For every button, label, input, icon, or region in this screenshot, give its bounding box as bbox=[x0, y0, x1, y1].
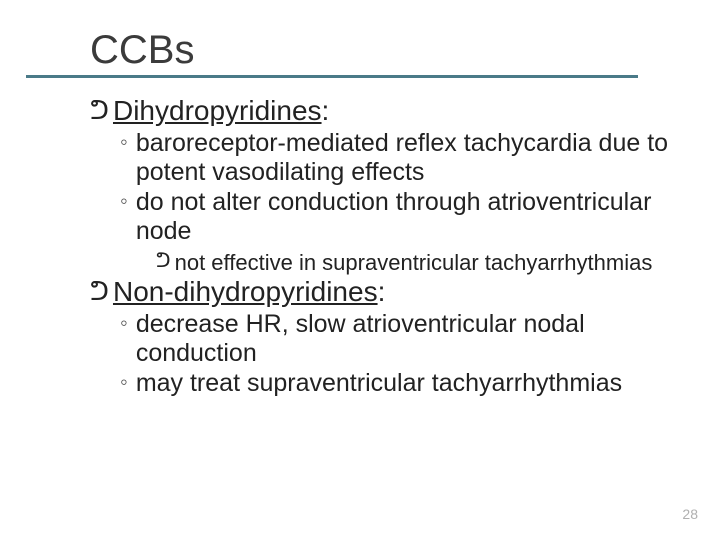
section-heading-1: ᕤ Dihydropyridines: bbox=[90, 96, 680, 127]
slide-title: CCBs bbox=[90, 28, 680, 73]
flourish-icon: ᕤ bbox=[90, 277, 109, 306]
slide: CCBs ᕤ Dihydropyridines: ◦ baroreceptor-… bbox=[0, 0, 720, 540]
bullet-text: do not alter conduction through atrioven… bbox=[136, 188, 680, 246]
sub-bullet-item: ᕤ not effective in supraventricular tach… bbox=[156, 250, 680, 275]
bullet-item: ◦ baroreceptor-mediated reflex tachycard… bbox=[120, 129, 680, 187]
bullet-icon: ◦ bbox=[120, 188, 128, 214]
bullet-item: ◦ may treat supraventricular tachyarrhyt… bbox=[120, 369, 680, 398]
slide-content: ᕤ Dihydropyridines: ◦ baroreceptor-media… bbox=[90, 96, 680, 398]
heading-colon: : bbox=[322, 95, 330, 126]
bullet-icon: ◦ bbox=[120, 129, 128, 155]
section-heading-2: ᕤ Non-dihydropyridines: bbox=[90, 277, 680, 308]
bullet-icon: ◦ bbox=[120, 369, 128, 395]
page-number: 28 bbox=[682, 506, 698, 522]
bullet-item: ◦ do not alter conduction through atriov… bbox=[120, 188, 680, 246]
bullet-item: ◦ decrease HR, slow atrioventricular nod… bbox=[120, 310, 680, 368]
title-underline bbox=[26, 75, 638, 78]
title-region: CCBs bbox=[90, 28, 680, 78]
bullet-text: decrease HR, slow atrioventricular nodal… bbox=[136, 310, 680, 368]
heading-text: Non-dihydropyridines bbox=[113, 276, 378, 307]
bullet-icon: ◦ bbox=[120, 310, 128, 336]
flourish-icon: ᕤ bbox=[156, 250, 171, 273]
heading-colon: : bbox=[378, 276, 386, 307]
heading-text: Dihydropyridines bbox=[113, 95, 322, 126]
sub-bullet-text: not effective in supraventricular tachya… bbox=[175, 250, 653, 275]
flourish-icon: ᕤ bbox=[90, 96, 109, 125]
bullet-text: may treat supraventricular tachyarrhythm… bbox=[136, 369, 622, 398]
bullet-text: baroreceptor-mediated reflex tachycardia… bbox=[136, 129, 680, 187]
